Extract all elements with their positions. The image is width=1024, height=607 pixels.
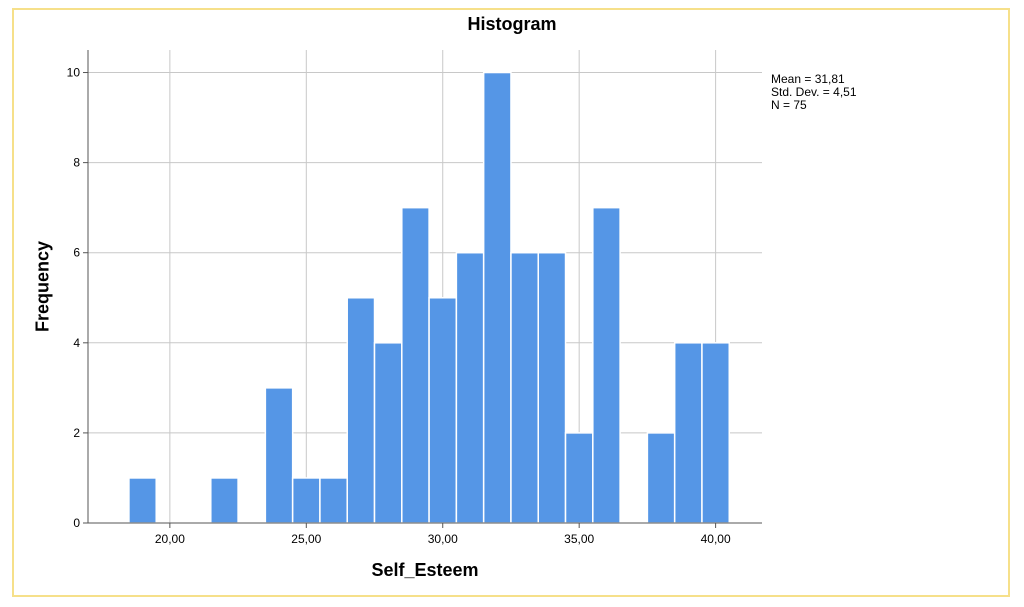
histogram-bar xyxy=(701,342,731,524)
histogram-bar xyxy=(646,432,676,524)
histogram-bar xyxy=(346,297,376,524)
y-tick-label: 6 xyxy=(73,246,80,260)
x-tick-label: 40,00 xyxy=(701,532,731,546)
histogram-bar xyxy=(564,432,594,524)
x-tick-label: 35,00 xyxy=(564,532,594,546)
histogram-bar xyxy=(428,297,458,524)
y-tick-label: 0 xyxy=(73,516,80,530)
histogram-bar xyxy=(455,251,485,524)
stats-n: N = 75 xyxy=(771,98,807,112)
y-tick-label: 4 xyxy=(73,336,80,350)
histogram-bar xyxy=(373,342,403,524)
y-tick-label: 8 xyxy=(73,156,80,170)
histogram-bar xyxy=(291,477,321,524)
x-tick-label: 20,00 xyxy=(155,532,185,546)
histogram-bar xyxy=(673,342,703,524)
x-tick-label: 30,00 xyxy=(428,532,458,546)
histogram-bar xyxy=(128,477,157,524)
histogram-bar xyxy=(401,206,430,524)
chart-title: Histogram xyxy=(467,14,557,34)
histogram-bar xyxy=(537,251,567,524)
x-axis-label: Self_Esteem xyxy=(371,560,479,580)
histogram-bar xyxy=(592,206,621,524)
stats-legend: Mean = 31,81 Std. Dev. = 4,51 N = 75 xyxy=(771,73,857,112)
y-tick-label: 10 xyxy=(67,66,81,80)
histogram-bar xyxy=(264,387,294,524)
histogram-bar xyxy=(210,477,239,524)
stats-mean: Mean = 31,81 xyxy=(771,72,845,86)
y-tick-label: 2 xyxy=(73,426,80,440)
x-tick-label: 25,00 xyxy=(291,532,321,546)
stats-std-dev: Std. Dev. = 4,51 xyxy=(771,85,857,99)
histogram-bar xyxy=(482,71,512,524)
histogram-bar xyxy=(319,477,348,524)
histogram-bar xyxy=(510,251,539,524)
